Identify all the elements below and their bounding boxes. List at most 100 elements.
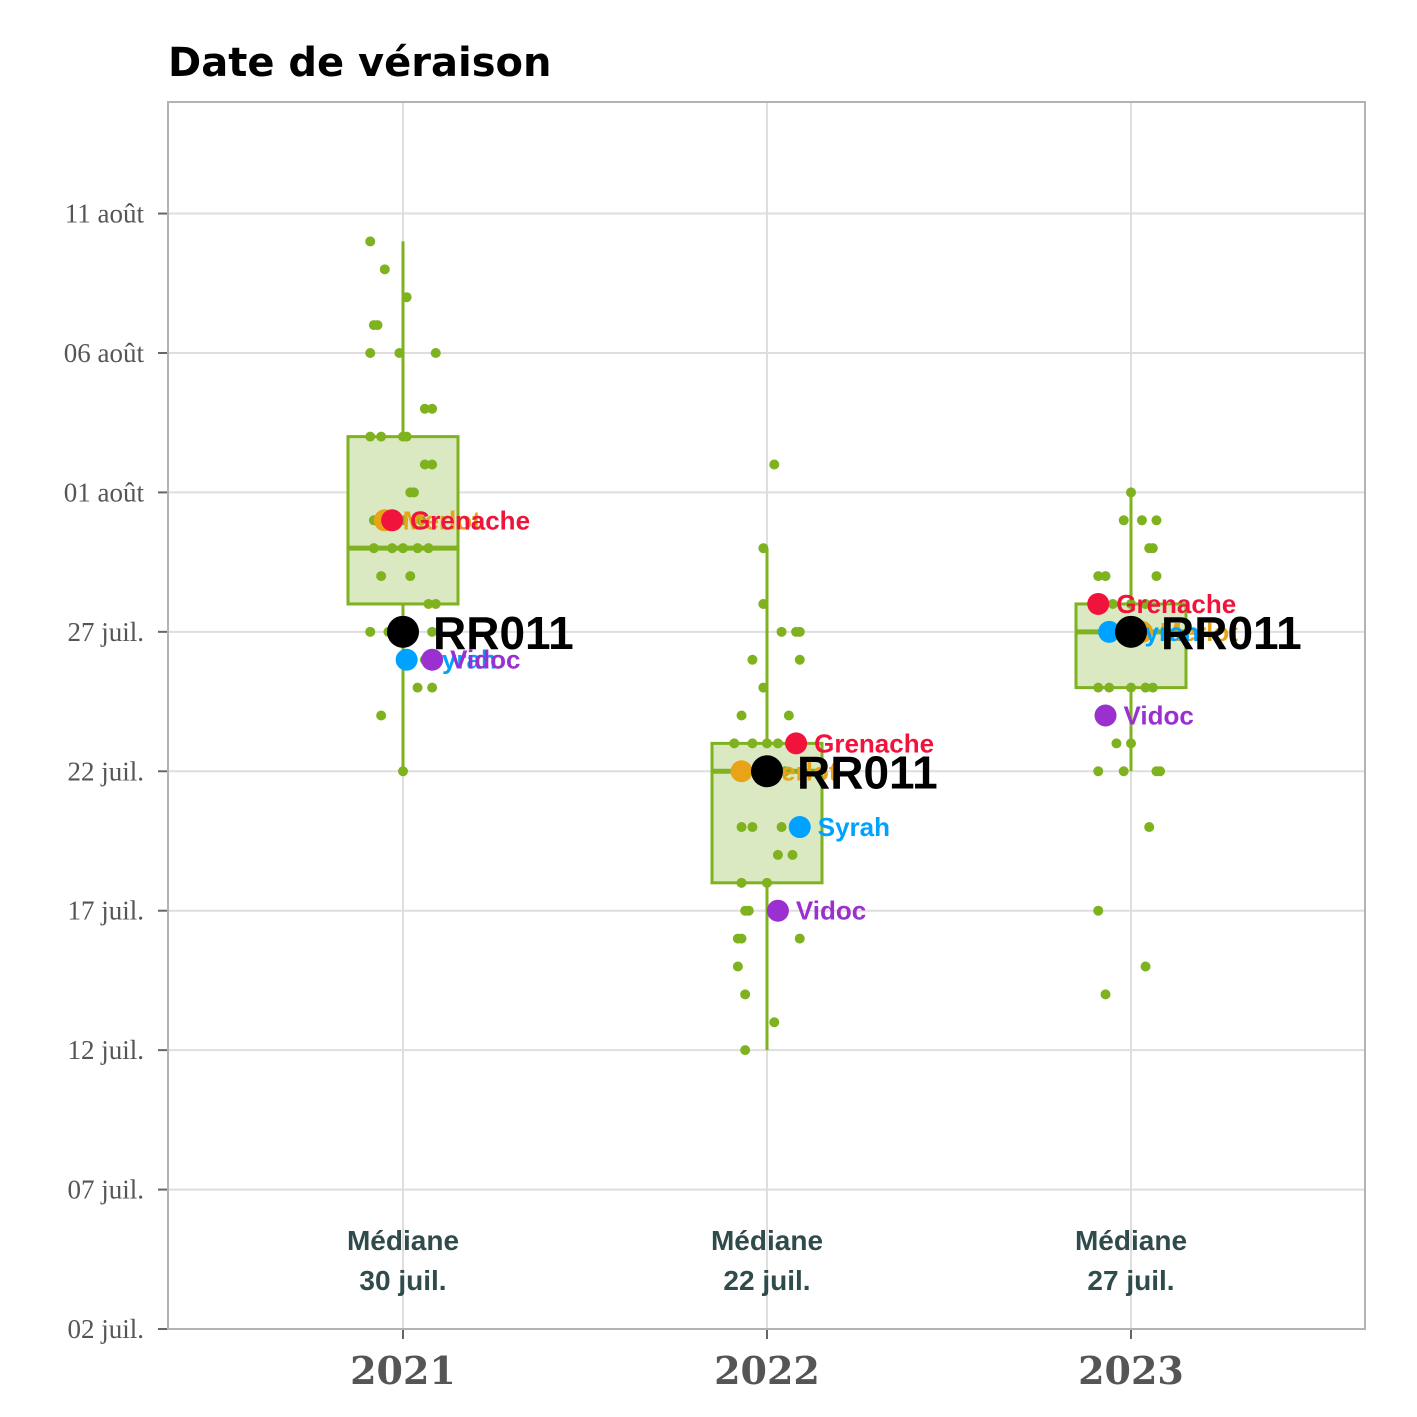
variety-label-grenache: Grenache [814,728,934,758]
jitter-point [430,347,441,358]
jitter-point [1126,682,1136,693]
jitter-point [423,543,434,554]
x-tick-label: 2023 [1078,1348,1184,1393]
jitter-point [419,459,430,470]
variety-label-grenache: Grenache [410,505,530,535]
variety-label-syrah: Syrah [818,812,890,842]
variety-label-vidoc: Vidoc [796,896,866,926]
variety-point-syrah [395,648,418,671]
jitter-point [740,989,751,1000]
jitter-point [740,1045,751,1056]
jitter-point [1118,766,1129,777]
variety-label-vidoc: Vidoc [450,645,520,675]
jitter-point [1147,682,1158,693]
jitter-point [1126,487,1136,498]
jitter-point [794,626,805,637]
jitter-point [1140,598,1151,609]
jitter-point [776,822,787,833]
jitter-point [1136,515,1147,526]
rr011-label: RR011 [797,746,938,798]
jitter-point [758,543,769,554]
y-tick-label: 22 juil. [67,756,144,786]
jitter-point [427,682,438,693]
variety-point-grenache [785,732,808,755]
jitter-point [776,626,787,637]
variety-label-grenache: Grenache [1116,589,1236,619]
variety-label-merlot: Merlot [1160,617,1238,647]
y-tick-label: 02 juil. [67,1314,144,1344]
x-tick-label: 2022 [714,1348,820,1393]
jitter-point [394,347,405,358]
jitter-point [732,961,743,972]
jitter-point [1093,571,1104,582]
median-annotation-title: Médiane [347,1225,459,1256]
jitter-point [794,933,805,944]
rr011-point [751,755,783,788]
jitter-point [1118,515,1129,526]
y-tick-label: 17 juil. [67,896,144,926]
x-axis: 2021 2022 2023 [350,1329,1184,1393]
jitter-point [1093,766,1104,777]
median-annotation-title: Médiane [711,1225,823,1256]
variety-point-syrah [1098,620,1121,643]
jitter-point [1147,543,1158,554]
jitter-point [1140,961,1151,972]
y-tick-label: 11 août [65,199,145,229]
jitter-point [419,403,430,414]
jitter-point [365,236,376,247]
jitter-point [401,431,412,442]
median-annotation-title: Médiane [1075,1225,1187,1256]
jitter-point [427,459,438,470]
jitter-point [1144,822,1155,833]
jitter-point [423,598,434,609]
jitter-point [401,292,412,303]
jitter-point [1151,571,1162,582]
y-tick-label: 07 juil. [67,1175,144,1205]
jitter-point [762,738,772,749]
jitter-point [412,543,423,554]
chart-title: Date de véraison [168,40,551,86]
jitter-point [747,738,758,749]
jitter-point [376,431,387,442]
jitter-point [387,543,398,554]
y-tick-label: 12 juil. [67,1035,144,1065]
jitter-point [772,738,783,749]
y-tick-label: 27 juil. [67,617,144,647]
jitter-point [794,654,805,665]
jitter-point [743,905,754,916]
rr011-label: RR011 [1161,607,1302,659]
jitter-point [729,738,740,749]
jitter-point [398,543,408,554]
rr011-point [387,615,419,648]
median-annotation-date: 30 juil. [359,1265,446,1296]
jitter-point [736,710,747,721]
jitter-point [758,598,769,609]
jitter-point [1126,738,1136,749]
jitter-point [762,877,772,888]
jitter-point [376,710,387,721]
median-annotation-date: 27 juil. [1087,1265,1174,1296]
jitter-point [758,682,769,693]
variety-point-vidoc [1094,704,1117,727]
jitter-point [1093,905,1104,916]
jitter-point [747,822,758,833]
variety-point-vidoc [421,648,444,671]
jitter-point [772,849,783,860]
jitter-point [1107,598,1118,609]
jitter-point [376,571,387,582]
median-annotation-date: 22 juil. [723,1265,810,1296]
jitter-point [769,1017,780,1028]
jitter-point [365,431,376,442]
jitter-point [1111,738,1122,749]
jitter-point [736,933,747,944]
jitter-point [365,626,376,637]
jitter-point [1100,571,1111,582]
variety-point-grenache [1087,592,1110,615]
variety-label-vidoc: Vidoc [1124,701,1194,731]
jitter-point [368,543,379,554]
jitter-point [1140,682,1151,693]
jitter-point [1093,682,1104,693]
